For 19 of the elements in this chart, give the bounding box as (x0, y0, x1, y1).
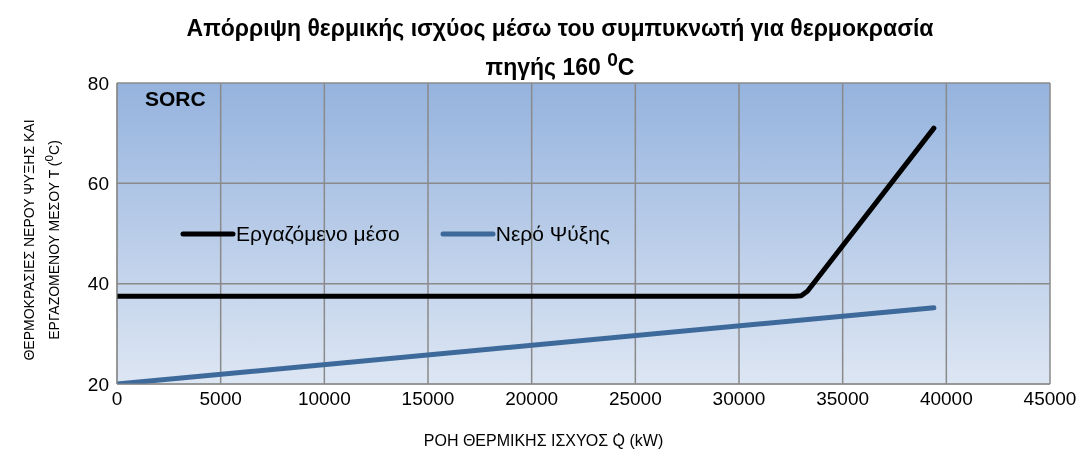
y-tick-label: 80 (87, 72, 109, 94)
y-tick-label: 60 (87, 173, 109, 195)
x-tick-label: 10000 (297, 388, 351, 410)
x-axis-title: ΡΟΗ ΘΕΡΜΙΚΗΣ ΙΣΧΥΟΣ Q̇ (kW) (422, 432, 665, 450)
x-tick-label: 30000 (712, 388, 766, 410)
y-tick-label: 20 (87, 373, 109, 395)
x-tick-label: 20000 (505, 388, 559, 410)
legend-label: Νερό Ψύξης (495, 222, 610, 246)
x-tick-label: 25000 (608, 388, 662, 410)
chart-title: Απόρριψη θερμικής ισχύος μέσω του συμπυκνωτή για θερμοκρασία πηγής 160 $^{0}$C (185, 14, 935, 82)
x-tick-label: 35000 (816, 388, 870, 410)
x-tick-label: 0 (111, 388, 123, 410)
legend-label: Εργαζόμενο μέσο (236, 222, 400, 246)
x-tick-label: 15000 (401, 388, 455, 410)
x-tick-label: 5000 (199, 388, 242, 410)
annotation: SORC (145, 87, 206, 111)
x-tick-label: 40000 (919, 388, 973, 410)
x-tick-label: 45000 (1023, 388, 1077, 410)
y-tick-label: 40 (87, 273, 109, 295)
